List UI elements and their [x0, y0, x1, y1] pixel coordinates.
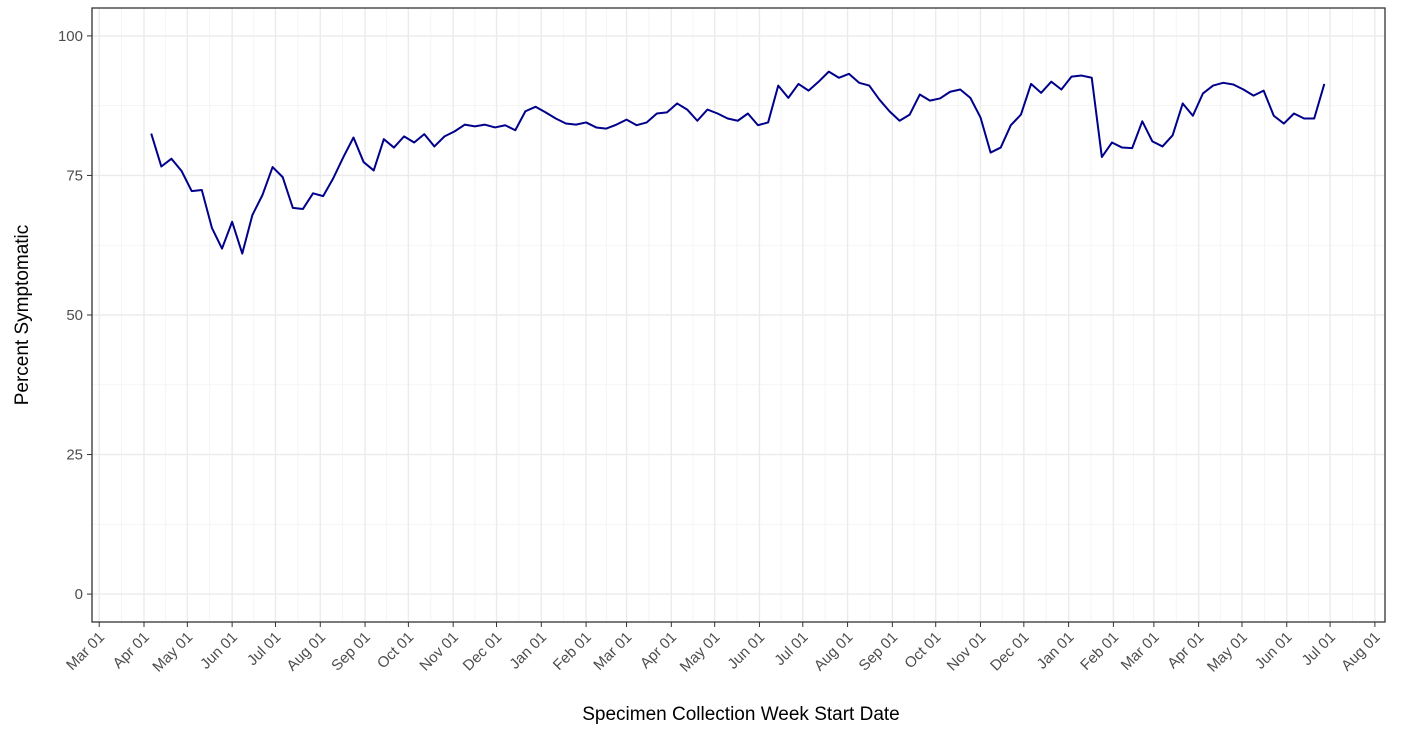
x-tick-label: May 01 [149, 629, 196, 676]
x-tick-label: Aug 01 [811, 629, 857, 675]
x-tick-label: May 01 [1204, 629, 1251, 676]
x-tick-label: Jun 01 [724, 629, 768, 673]
x-tick-label: Jul 01 [1299, 629, 1339, 669]
x-tick-label: Apr 01 [1164, 629, 1207, 672]
x-tick-label: Mar 01 [1118, 629, 1163, 674]
y-axis-title: Percent Symptomatic [12, 225, 33, 406]
x-tick-label: Dec 01 [460, 629, 506, 675]
x-tick-label: Jan 01 [506, 629, 550, 673]
x-tick-label: Dec 01 [987, 629, 1033, 675]
x-tick-label: Nov 01 [944, 629, 990, 675]
y-tick-label: 100 [58, 28, 83, 45]
x-tick-label: Oct 01 [901, 629, 944, 672]
x-tick-label: Nov 01 [416, 629, 462, 675]
x-tick-label: Sep 01 [856, 629, 902, 675]
data-line [150, 70, 1326, 255]
x-tick-label: Aug 01 [1338, 629, 1384, 675]
plot-border [91, 7, 1386, 623]
y-tick-label: 0 [75, 586, 83, 603]
x-tick-label: Apr 01 [637, 629, 680, 672]
y-tick-label: 50 [66, 307, 83, 324]
x-tick-label: Sep 01 [328, 629, 374, 675]
x-tick-label: Jul 01 [244, 629, 284, 669]
x-tick-label: Oct 01 [374, 629, 417, 672]
x-tick-label: Mar 01 [590, 629, 635, 674]
x-tick-label: Jan 01 [1034, 629, 1078, 673]
x-tick-label: Jun 01 [197, 629, 241, 673]
x-tick-label: Apr 01 [110, 629, 153, 672]
y-tick-label: 75 [66, 167, 83, 184]
x-tick-label: Aug 01 [283, 629, 329, 675]
x-tick-label: Jun 01 [1252, 629, 1296, 673]
x-tick-label: Feb 01 [550, 629, 595, 674]
x-axis-title: Specimen Collection Week Start Date [582, 704, 900, 725]
x-tick-label: Feb 01 [1077, 629, 1122, 674]
x-tick-label: May 01 [677, 629, 724, 676]
x-tick-label: Mar 01 [63, 629, 108, 674]
y-tick-label: 25 [66, 447, 83, 464]
x-tick-label: Jul 01 [771, 629, 811, 669]
